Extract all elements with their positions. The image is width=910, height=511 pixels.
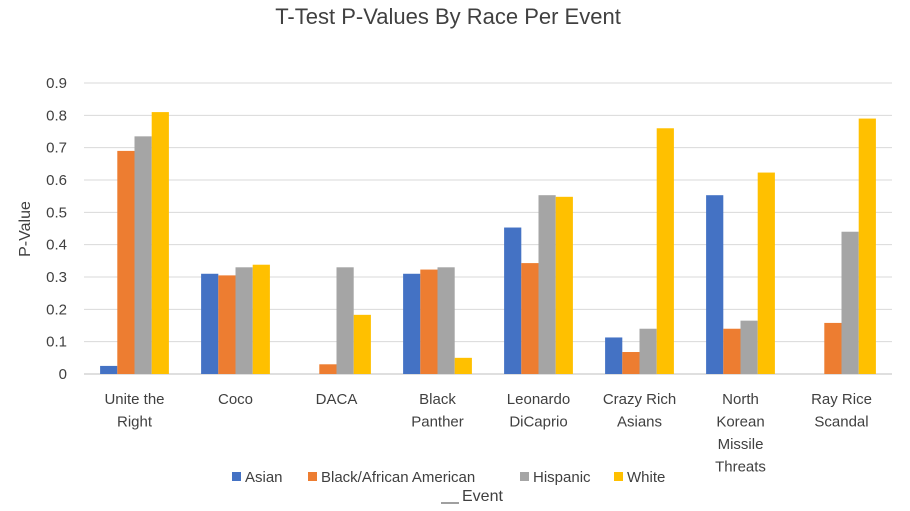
y-tick-label: 0.2 [46,301,67,318]
x-tick-label: DiCaprio [509,414,567,431]
bar-white-5 [656,128,674,374]
x-tick-label: Right [117,414,153,431]
y-tick-label: 0.3 [46,269,67,286]
x-tick-label: Scandal [814,414,868,431]
bar-white-4 [555,196,573,374]
bar-hispanic-4 [538,195,556,374]
x-tick-label: Panther [411,414,464,431]
x-tick-label: Korean [716,414,764,431]
x-tick-label: Coco [218,391,253,408]
bar-black-african-american-1 [218,275,236,374]
x-tick-label: Missile [718,436,764,453]
bar-hispanic-7 [841,231,859,374]
legend-label: White [627,469,665,486]
y-axis-label: P-Value [17,201,34,257]
legend-swatch [308,472,317,481]
bar-hispanic-3 [437,267,455,374]
legend-swatch [520,472,529,481]
y-tick-label: 0.4 [46,237,67,254]
x-tick-label: Leonardo [507,391,570,408]
x-axis-ticks: Unite the Right Coco DACA Black Panther Leonar… [104,391,871,476]
legend: Asian Black/African American Hispanic White [232,469,665,486]
bar-asian-6 [706,195,724,374]
chart-title: T-Test P-Values By Race Per Event [275,4,621,29]
bar-asian-0 [100,365,118,374]
x-tick-label: Crazy Rich [603,391,676,408]
bar-white-3 [454,357,472,374]
x-tick-label: DACA [316,391,358,408]
x-axis-label: Event [462,488,503,505]
x-tick-label: Threats [715,459,766,476]
y-tick-label: 0 [59,366,67,383]
bar-hispanic-6 [740,320,758,374]
legend-swatch [232,472,241,481]
y-axis-ticks: 0 0.1 0.2 0.3 0.4 0.5 0.6 0.7 0.8 0.9 [46,75,67,383]
x-tick-label: Asians [617,414,662,431]
bars [100,112,876,374]
x-tick-label: Unite the [104,391,164,408]
bar-black-african-american-7 [824,322,842,374]
bar-hispanic-0 [134,136,152,374]
bar-asian-5 [605,337,623,374]
legend-label: Hispanic [533,469,591,486]
bar-black-african-american-6 [723,328,741,374]
bar-black-african-american-0 [117,150,135,374]
y-tick-label: 0.7 [46,140,67,157]
bar-asian-1 [201,273,219,374]
x-tick-label: Ray Rice [811,391,872,408]
bar-black-african-american-4 [521,263,539,374]
bar-white-7 [858,118,876,374]
x-tick-label: North [722,391,759,408]
bar-black-african-american-2 [319,364,337,374]
bar-white-1 [252,264,270,374]
bar-white-2 [353,314,371,374]
legend-label: Black/African American [321,469,475,486]
y-tick-label: 0.8 [46,107,67,124]
bar-hispanic-1 [235,267,253,374]
y-tick-label: 0.5 [46,204,67,221]
bar-white-0 [151,112,169,374]
legend-label: Asian [245,469,283,486]
bar-white-6 [757,172,775,374]
y-tick-label: 0.9 [46,75,67,92]
legend-swatch [614,472,623,481]
y-tick-label: 0.6 [46,172,67,189]
y-tick-label: 0.1 [46,334,67,351]
bar-asian-3 [403,273,421,374]
bar-asian-4 [504,227,522,374]
bar-hispanic-5 [639,328,657,374]
bar-hispanic-2 [336,267,354,374]
bar-black-african-american-3 [420,269,438,374]
x-tick-label: Black [419,391,456,408]
bar-black-african-american-5 [622,352,640,374]
